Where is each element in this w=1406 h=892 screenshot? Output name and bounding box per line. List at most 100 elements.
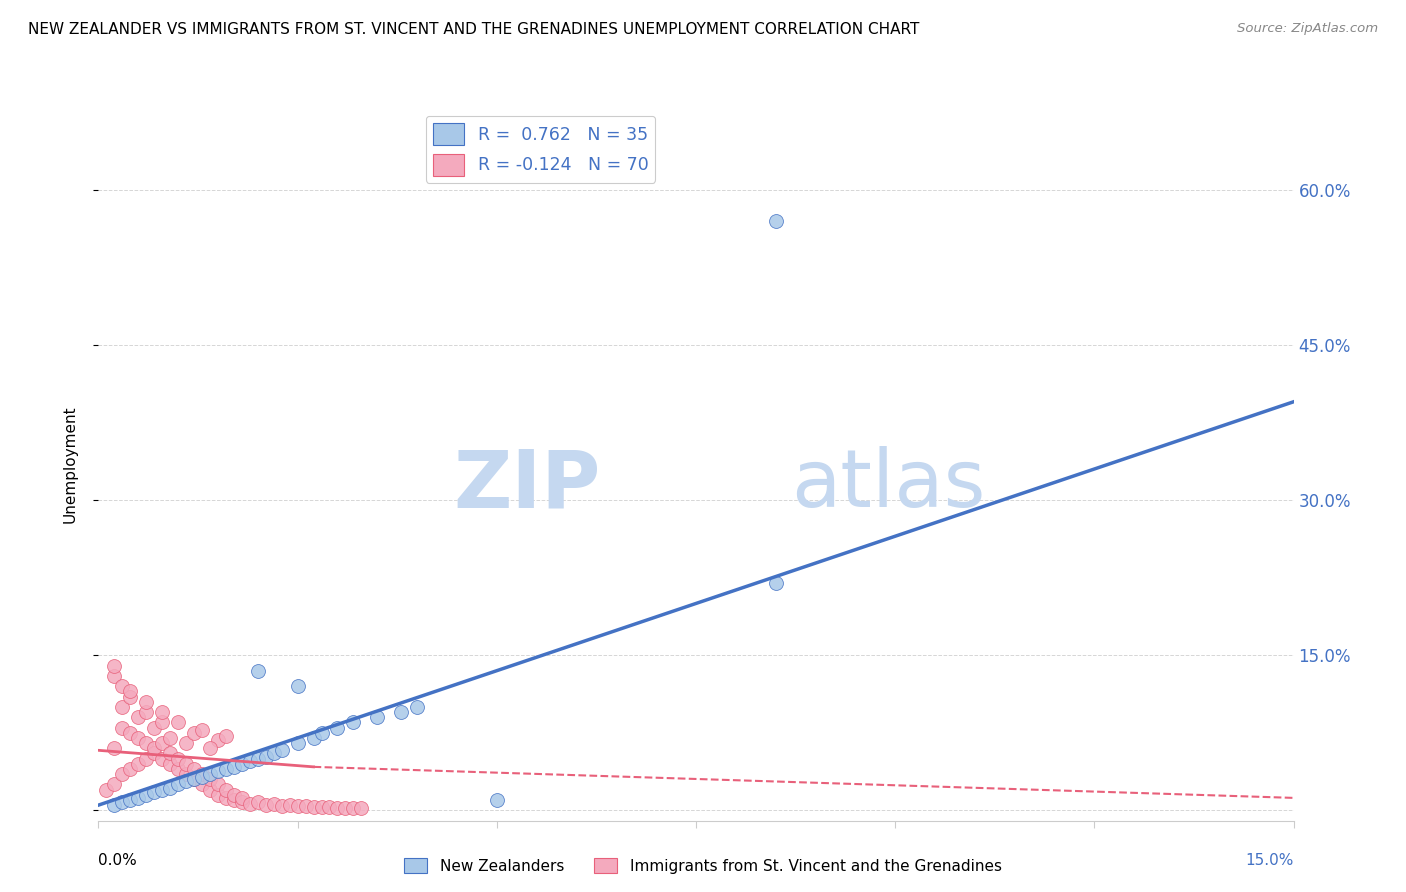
Point (270, 799, 292, 814)
Point (174, 756, 197, 771)
Point (135, 695, 157, 709)
Point (215, 782, 238, 797)
Point (231, 795, 253, 809)
Y-axis label: Unemployment: Unemployment (63, 405, 77, 523)
Point (103, 777, 125, 791)
Point (111, 767, 134, 781)
Point (350, 801, 373, 815)
Point (103, 658, 125, 673)
Text: 15.0%: 15.0% (1246, 853, 1294, 868)
Point (270, 743, 292, 757)
Point (159, 731, 181, 745)
Point (143, 785, 166, 799)
Point (159, 780, 181, 795)
Text: Source: ZipAtlas.com: Source: ZipAtlas.com (1237, 22, 1378, 36)
Point (222, 788, 245, 802)
Point (120, 793, 142, 807)
Point (207, 777, 229, 791)
Point (278, 798, 301, 813)
Point (222, 793, 245, 807)
Point (127, 756, 149, 771)
Point (183, 772, 205, 787)
Text: atlas: atlas (792, 446, 986, 524)
Legend: R =  0.762   N = 35, R = -0.124   N = 70: R = 0.762 N = 35, R = -0.124 N = 70 (426, 116, 655, 183)
Point (239, 797, 262, 811)
Point (150, 751, 173, 765)
Point (287, 679, 309, 693)
Point (254, 749, 277, 764)
Point (111, 679, 134, 693)
Point (111, 721, 134, 735)
Point (215, 729, 238, 743)
Point (183, 762, 205, 776)
Point (111, 795, 134, 809)
Point (167, 751, 190, 765)
Point (287, 799, 309, 814)
Point (198, 741, 221, 756)
Point (103, 798, 125, 813)
Point (174, 767, 197, 781)
Point (318, 800, 340, 814)
Point (135, 788, 157, 802)
Point (143, 741, 166, 756)
Point (294, 799, 316, 814)
Point (120, 725, 142, 739)
Point (366, 710, 388, 724)
Point (103, 741, 125, 756)
Point (207, 764, 229, 778)
Point (198, 782, 221, 797)
Point (263, 747, 285, 761)
Point (120, 684, 142, 698)
Point (231, 756, 253, 771)
Point (191, 777, 214, 791)
Point (167, 777, 190, 791)
Point (191, 770, 214, 784)
Point (326, 801, 349, 815)
Point (120, 762, 142, 776)
Point (191, 767, 214, 781)
Point (150, 782, 173, 797)
Point (302, 731, 325, 745)
Point (342, 801, 364, 815)
Point (143, 721, 166, 735)
Point (150, 705, 173, 719)
Point (246, 664, 269, 678)
Point (167, 715, 190, 730)
Point (311, 725, 333, 739)
Point (263, 797, 285, 811)
Point (207, 788, 229, 802)
Point (135, 751, 157, 765)
Point (174, 736, 197, 750)
Point (406, 699, 429, 714)
Point (485, 793, 508, 807)
Point (143, 747, 166, 761)
Point (389, 705, 412, 719)
Point (215, 790, 238, 805)
Point (198, 772, 221, 787)
Point (191, 723, 214, 737)
Point (96, 782, 118, 797)
Point (207, 733, 229, 747)
Point (111, 699, 134, 714)
Point (127, 710, 149, 724)
Text: 0.0%: 0.0% (98, 853, 138, 868)
Point (120, 690, 142, 704)
Point (342, 715, 364, 730)
Point (215, 762, 238, 776)
Point (302, 800, 325, 814)
Point (183, 725, 205, 739)
Point (167, 762, 190, 776)
Point (150, 715, 173, 730)
Point (127, 731, 149, 745)
Point (150, 736, 173, 750)
Text: NEW ZEALANDER VS IMMIGRANTS FROM ST. VINCENT AND THE GRENADINES UNEMPLOYMENT COR: NEW ZEALANDER VS IMMIGRANTS FROM ST. VIN… (28, 22, 920, 37)
Point (287, 736, 309, 750)
Point (231, 790, 253, 805)
Point (198, 767, 221, 781)
Text: ZIP: ZIP (453, 446, 600, 524)
Point (254, 798, 277, 813)
Point (174, 774, 197, 789)
Point (239, 754, 262, 768)
Point (127, 790, 149, 805)
Point (246, 751, 269, 765)
